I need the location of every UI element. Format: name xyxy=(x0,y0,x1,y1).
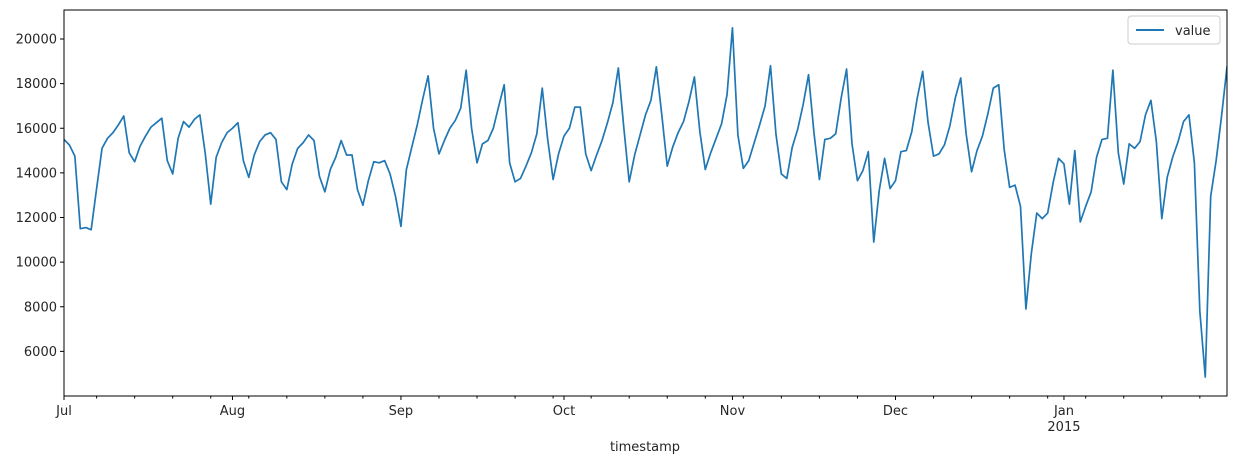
x-tick-label-aug: Aug xyxy=(220,404,245,419)
x-tick-sublabel-year: 2015 xyxy=(1047,420,1080,435)
y-tick-label-8000: 8000 xyxy=(24,300,57,315)
x-axis-title: timestamp xyxy=(610,440,680,455)
axes-frame xyxy=(63,9,1228,397)
y-tick-label-6000: 6000 xyxy=(24,345,57,360)
legend-box xyxy=(1127,15,1221,45)
y-tick-label-18000: 18000 xyxy=(16,77,57,92)
x-tick-label-nov: Nov xyxy=(720,404,746,419)
legend-label-value: value xyxy=(1175,24,1211,39)
x-tick-label-jan: Jan xyxy=(1053,404,1074,419)
x-tick-label-oct: Oct xyxy=(553,404,575,419)
y-tick-label-12000: 12000 xyxy=(16,211,57,226)
x-tick-label-sep: Sep xyxy=(389,404,414,419)
y-tick-label-14000: 14000 xyxy=(16,166,57,181)
y-tick-label-16000: 16000 xyxy=(16,122,57,137)
plot-area xyxy=(63,9,1228,397)
y-axis: 6000 8000 10000 12000 14000 16000 18000 20000 xyxy=(16,33,64,360)
y-tick-label-20000: 20000 xyxy=(16,33,57,48)
x-tick-label-dec: Dec xyxy=(883,404,908,419)
series-line-value xyxy=(64,27,1227,378)
x-tick-label-jul: Jul xyxy=(55,404,72,419)
series-group xyxy=(64,27,1227,378)
legend: value xyxy=(1127,15,1221,45)
y-tick-label-10000: 10000 xyxy=(16,256,57,271)
